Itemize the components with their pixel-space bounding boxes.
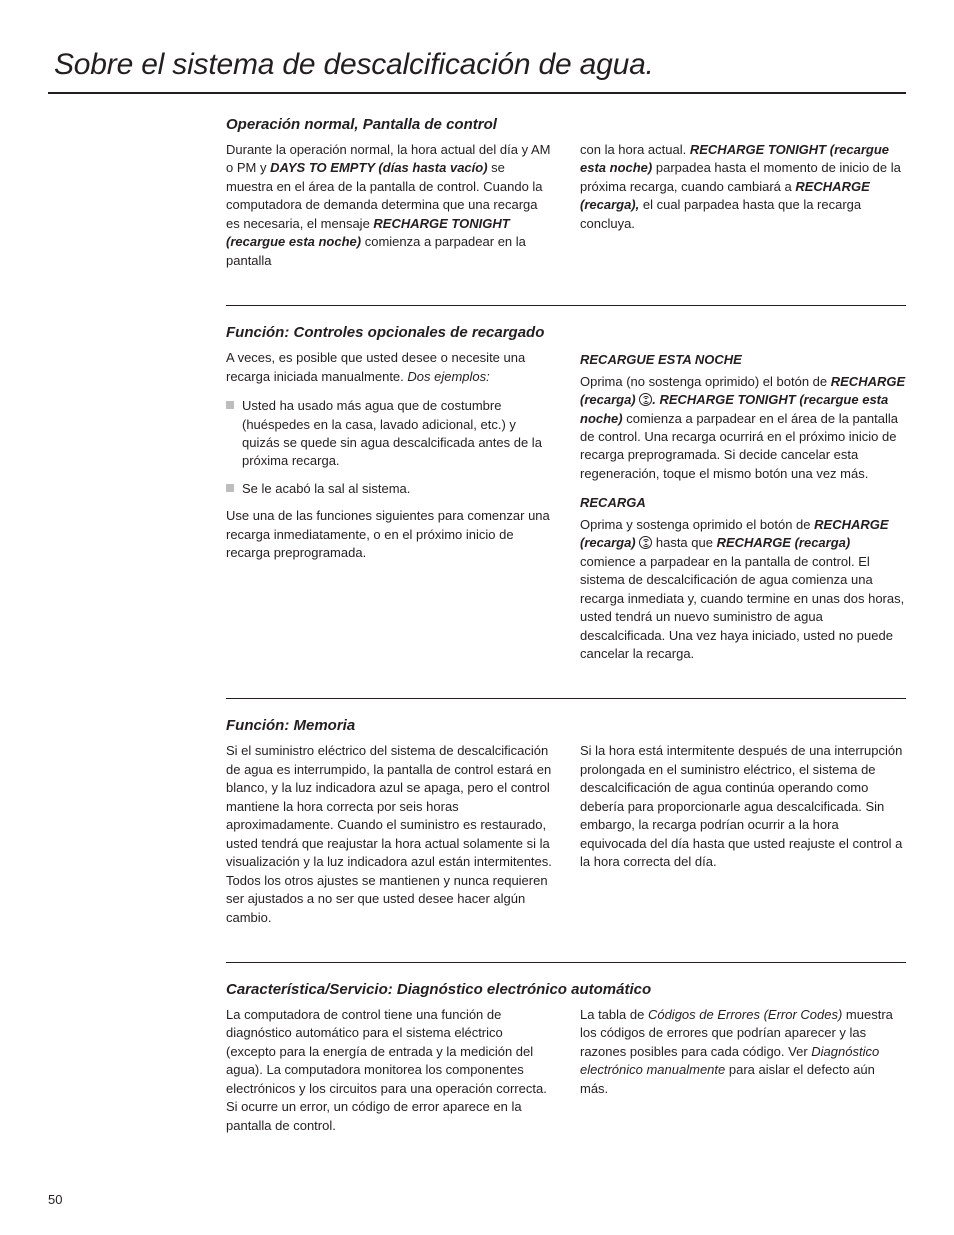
body-text: con la hora actual. RECHARGE TONIGHT (re… [580,141,906,233]
section-rule [226,305,906,306]
section-heading: Operación normal, Pantalla de control [226,116,906,133]
recharge-icon [639,536,652,549]
text: con la hora actual. [580,142,690,157]
page-title: Sobre el sistema de descalcificación de … [48,48,906,82]
section-recharge-controls: Función: Controles opcionales de recarga… [226,324,906,694]
column-left: Durante la operación normal, la hora act… [226,141,552,281]
body-text: Oprima (no sostenga oprimido) el botón d… [580,373,906,484]
section-heading: Función: Controles opcionales de recarga… [226,324,906,341]
body-text: Si la hora está intermitente después de … [580,742,906,871]
column-left: A veces, es posible que usted desee o ne… [226,349,552,674]
column-right: Si la hora está intermitente después de … [580,742,906,938]
text: comienza a parpadear en el área de la pa… [580,411,898,481]
bold-term: RECHARGE (recarga) [717,535,851,550]
column-right: La tabla de Códigos de Errores (Error Co… [580,1006,906,1146]
text: Oprima (no sostenga oprimido) el botón d… [580,374,831,389]
section-rule [226,962,906,963]
page-number: 50 [48,1192,62,1207]
sub-heading: RECARGA [580,494,906,512]
sub-heading: RECARGUE ESTA NOCHE [580,351,906,369]
title-rule [48,92,906,94]
body-text: Durante la operación normal, la hora act… [226,141,552,270]
italic-text: Dos ejemplos: [407,369,489,384]
italic-text: Códigos de Errores (Error Codes) [648,1007,842,1022]
recharge-icon [639,393,652,406]
section-memory: Función: Memoria Si el suministro eléctr… [226,717,906,958]
bold-term: DAYS TO EMPTY (días hasta vacío) [270,160,487,175]
column-right: RECARGUE ESTA NOCHE Oprima (no sostenga … [580,349,906,674]
body-text: Use una de las funciones siguientes para… [226,507,552,562]
text: Oprima y sostenga oprimido el botón de [580,517,814,532]
column-left: La computadora de control tiene una func… [226,1006,552,1146]
list-item: Usted ha usado más agua que de costumbre… [226,397,552,471]
bullet-icon [226,484,234,492]
text: comience a parpadear en la pantalla de c… [580,554,904,661]
bullet-icon [226,401,234,409]
section-heading: Función: Memoria [226,717,906,734]
text: Usted ha usado más agua que de costumbre… [242,397,552,471]
list-item: Se le acabó la sal al sistema. [226,480,552,498]
column-right: con la hora actual. RECHARGE TONIGHT (re… [580,141,906,281]
section-heading: Característica/Servicio: Diagnóstico ele… [226,981,906,998]
section-diagnostics: Característica/Servicio: Diagnóstico ele… [226,981,906,1166]
body-text: Oprima y sostenga oprimido el botón de R… [580,516,906,664]
body-text: A veces, es posible que usted desee o ne… [226,349,552,386]
text: La tabla de [580,1007,648,1022]
section-rule [226,698,906,699]
body-text: La tabla de Códigos de Errores (Error Co… [580,1006,906,1098]
text: hasta que [652,535,716,550]
body-text: La computadora de control tiene una func… [226,1006,552,1135]
text: Se le acabó la sal al sistema. [242,480,552,498]
body-text: Si el suministro eléctrico del sistema d… [226,742,552,927]
section-normal-operation: Operación normal, Pantalla de control Du… [226,116,906,301]
column-left: Si el suministro eléctrico del sistema d… [226,742,552,938]
